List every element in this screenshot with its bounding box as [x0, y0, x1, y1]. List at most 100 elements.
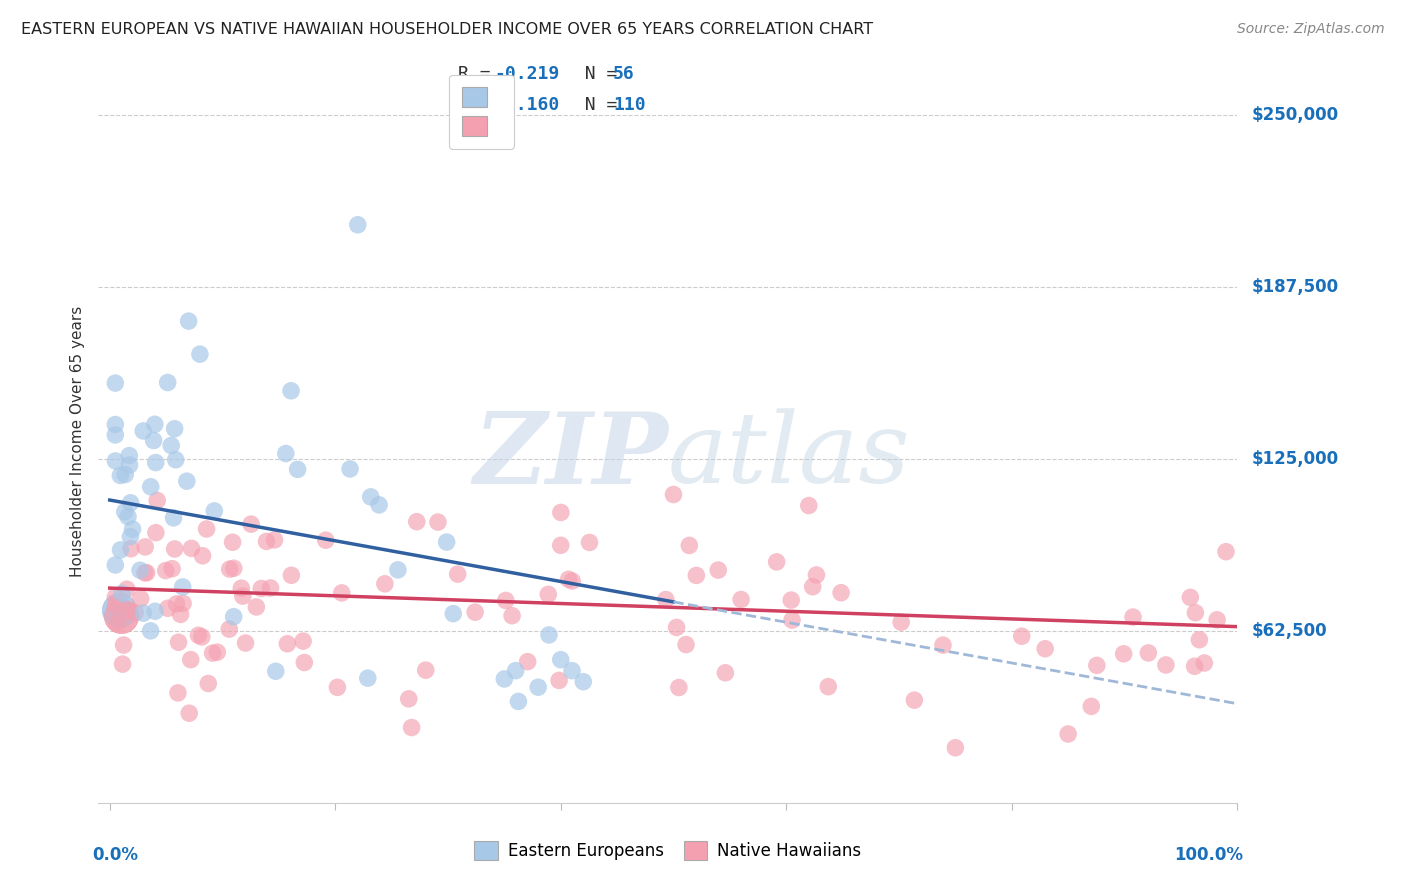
Point	[1184, 606, 1206, 620]
Point	[191, 549, 214, 563]
Point	[104, 598, 127, 612]
Point	[662, 487, 685, 501]
Point	[508, 694, 530, 708]
Point	[415, 663, 437, 677]
Point	[801, 580, 824, 594]
Point	[120, 496, 142, 510]
Point	[187, 628, 209, 642]
Point	[548, 673, 571, 688]
Text: atlas: atlas	[668, 409, 911, 504]
Point	[156, 376, 179, 390]
Point	[146, 493, 169, 508]
Point	[160, 562, 183, 576]
Point	[1033, 641, 1056, 656]
Text: R =: R =	[458, 65, 502, 84]
Point	[374, 577, 396, 591]
Text: EASTERN EUROPEAN VS NATIVE HAWAIIAN HOUSEHOLDER INCOME OVER 65 YEARS CORRELATION: EASTERN EUROPEAN VS NATIVE HAWAIIAN HOUS…	[21, 22, 873, 37]
Point	[104, 428, 127, 442]
Point	[780, 613, 803, 627]
Point	[222, 561, 245, 575]
Point	[557, 572, 579, 586]
Point	[780, 593, 803, 607]
Point	[685, 568, 707, 582]
Point	[112, 638, 135, 652]
Point	[405, 515, 427, 529]
Point	[197, 676, 219, 690]
Point	[115, 582, 138, 597]
Point	[110, 608, 132, 623]
Point	[256, 534, 278, 549]
Point	[222, 609, 245, 624]
Point	[1057, 727, 1080, 741]
Point	[264, 665, 287, 679]
Point	[368, 498, 391, 512]
Point	[176, 474, 198, 488]
Point	[730, 592, 752, 607]
Point	[160, 438, 183, 452]
Point	[111, 657, 134, 672]
Point	[107, 603, 129, 617]
Point	[120, 530, 142, 544]
Point	[1137, 646, 1160, 660]
Point	[346, 218, 368, 232]
Text: 56: 56	[613, 65, 636, 84]
Point	[172, 580, 194, 594]
Point	[180, 541, 202, 556]
Point	[111, 586, 134, 600]
Point	[221, 535, 243, 549]
Text: $125,000: $125,000	[1251, 450, 1339, 467]
Point	[110, 543, 132, 558]
Point	[110, 608, 132, 623]
Point	[678, 538, 700, 552]
Point	[124, 606, 146, 620]
Point	[274, 446, 297, 460]
Y-axis label: Householder Income Over 65 years: Householder Income Over 65 years	[70, 306, 86, 577]
Point	[180, 653, 202, 667]
Point	[360, 490, 382, 504]
Point	[550, 505, 572, 519]
Point	[104, 454, 127, 468]
Point	[494, 672, 516, 686]
Point	[104, 417, 127, 432]
Point	[139, 480, 162, 494]
Text: -0.160: -0.160	[495, 95, 560, 114]
Point	[195, 522, 218, 536]
Point	[114, 505, 136, 519]
Point	[903, 693, 925, 707]
Point	[114, 467, 136, 482]
Point	[165, 452, 187, 467]
Point	[117, 509, 139, 524]
Point	[201, 646, 224, 660]
Point	[166, 597, 188, 611]
Point	[550, 538, 572, 552]
Point	[104, 590, 127, 604]
Point	[1011, 629, 1033, 643]
Point	[326, 681, 349, 695]
Point	[135, 566, 157, 580]
Point	[315, 533, 337, 548]
Point	[714, 665, 737, 680]
Point	[387, 563, 409, 577]
Point	[280, 568, 302, 582]
Point	[426, 515, 449, 529]
Point	[401, 721, 423, 735]
Point	[561, 664, 583, 678]
Point	[107, 603, 129, 617]
Point	[145, 525, 167, 540]
Point	[1194, 656, 1216, 670]
Point	[1112, 647, 1135, 661]
Point	[167, 686, 190, 700]
Text: R =: R =	[458, 95, 502, 114]
Point	[550, 653, 572, 667]
Point	[292, 656, 315, 670]
Point	[104, 558, 127, 572]
Point	[537, 587, 560, 601]
Point	[932, 638, 955, 652]
Point	[167, 635, 190, 649]
Point	[830, 585, 852, 599]
Point	[235, 636, 257, 650]
Point	[263, 533, 285, 547]
Text: N =: N =	[562, 65, 628, 84]
Point	[707, 563, 730, 577]
Point	[287, 462, 309, 476]
